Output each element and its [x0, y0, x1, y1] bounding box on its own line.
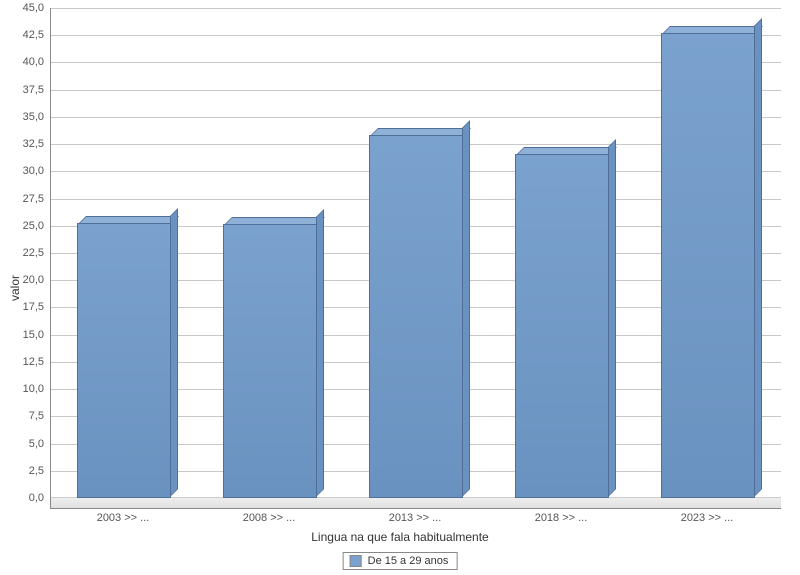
y-tick-label: 0,0	[29, 492, 44, 504]
x-tick-label: 2003 >> ...	[97, 512, 150, 524]
bar-front	[223, 224, 318, 498]
y-tick-label: 12,5	[23, 356, 44, 368]
y-tick-label: 40,0	[23, 56, 44, 68]
y-tick-labels: 0,0 2,5 5,0 7,5 10,0 12,5 15,0 17,5 20,0 22,5 25,0…	[0, 8, 50, 508]
x-tick-label: 2023 >> ...	[681, 512, 734, 524]
bar	[515, 154, 610, 498]
bar-top	[516, 147, 617, 155]
bar-top	[78, 216, 179, 224]
bar-top	[370, 128, 471, 136]
x-tick-label: 2018 >> ...	[535, 512, 588, 524]
bar-side	[316, 209, 324, 497]
bar-side	[608, 139, 616, 497]
y-tick-label: 35,0	[23, 111, 44, 123]
y-tick-label: 15,0	[23, 329, 44, 341]
legend: De 15 a 29 anos	[343, 552, 458, 570]
bar-side	[170, 208, 178, 497]
y-tick-label: 7,5	[29, 410, 44, 422]
x-tick-label: 2013 >> ...	[389, 512, 442, 524]
bar-side	[462, 120, 470, 497]
y-tick-label: 45,0	[23, 2, 44, 14]
y-tick-label: 10,0	[23, 383, 44, 395]
bar	[77, 223, 172, 498]
bar-front	[369, 135, 464, 498]
plot-area	[50, 8, 781, 509]
bar-top	[224, 217, 325, 225]
bar	[223, 224, 318, 498]
legend-label: De 15 a 29 anos	[368, 555, 449, 567]
y-tick-label: 5,0	[29, 438, 44, 450]
y-tick-label: 25,0	[23, 220, 44, 232]
y-tick-label: 20,0	[23, 274, 44, 286]
bar-front	[661, 33, 756, 498]
y-tick-label: 42,5	[23, 29, 44, 41]
bar	[369, 135, 464, 498]
chart-container: valor 0,02,55,07,510,012,515,017,520,022…	[0, 0, 800, 575]
bar-front	[77, 223, 172, 498]
y-tick-label: 37,5	[23, 84, 44, 96]
legend-swatch	[350, 555, 362, 567]
bar-side	[754, 18, 762, 497]
bar	[661, 33, 756, 498]
x-tick-label: 2008 >> ...	[243, 512, 296, 524]
y-tick-label: 17,5	[23, 301, 44, 313]
y-tick-label: 30,0	[23, 165, 44, 177]
y-tick-label: 32,5	[23, 138, 44, 150]
bar-top	[662, 26, 763, 34]
x-axis-title: Lingua na que fala habitualmente	[311, 530, 488, 544]
bar-front	[515, 154, 610, 498]
y-tick-label: 22,5	[23, 247, 44, 259]
plot-floor	[51, 497, 781, 508]
gridline	[51, 8, 781, 9]
y-tick-label: 27,5	[23, 193, 44, 205]
y-tick-label: 2,5	[29, 465, 44, 477]
